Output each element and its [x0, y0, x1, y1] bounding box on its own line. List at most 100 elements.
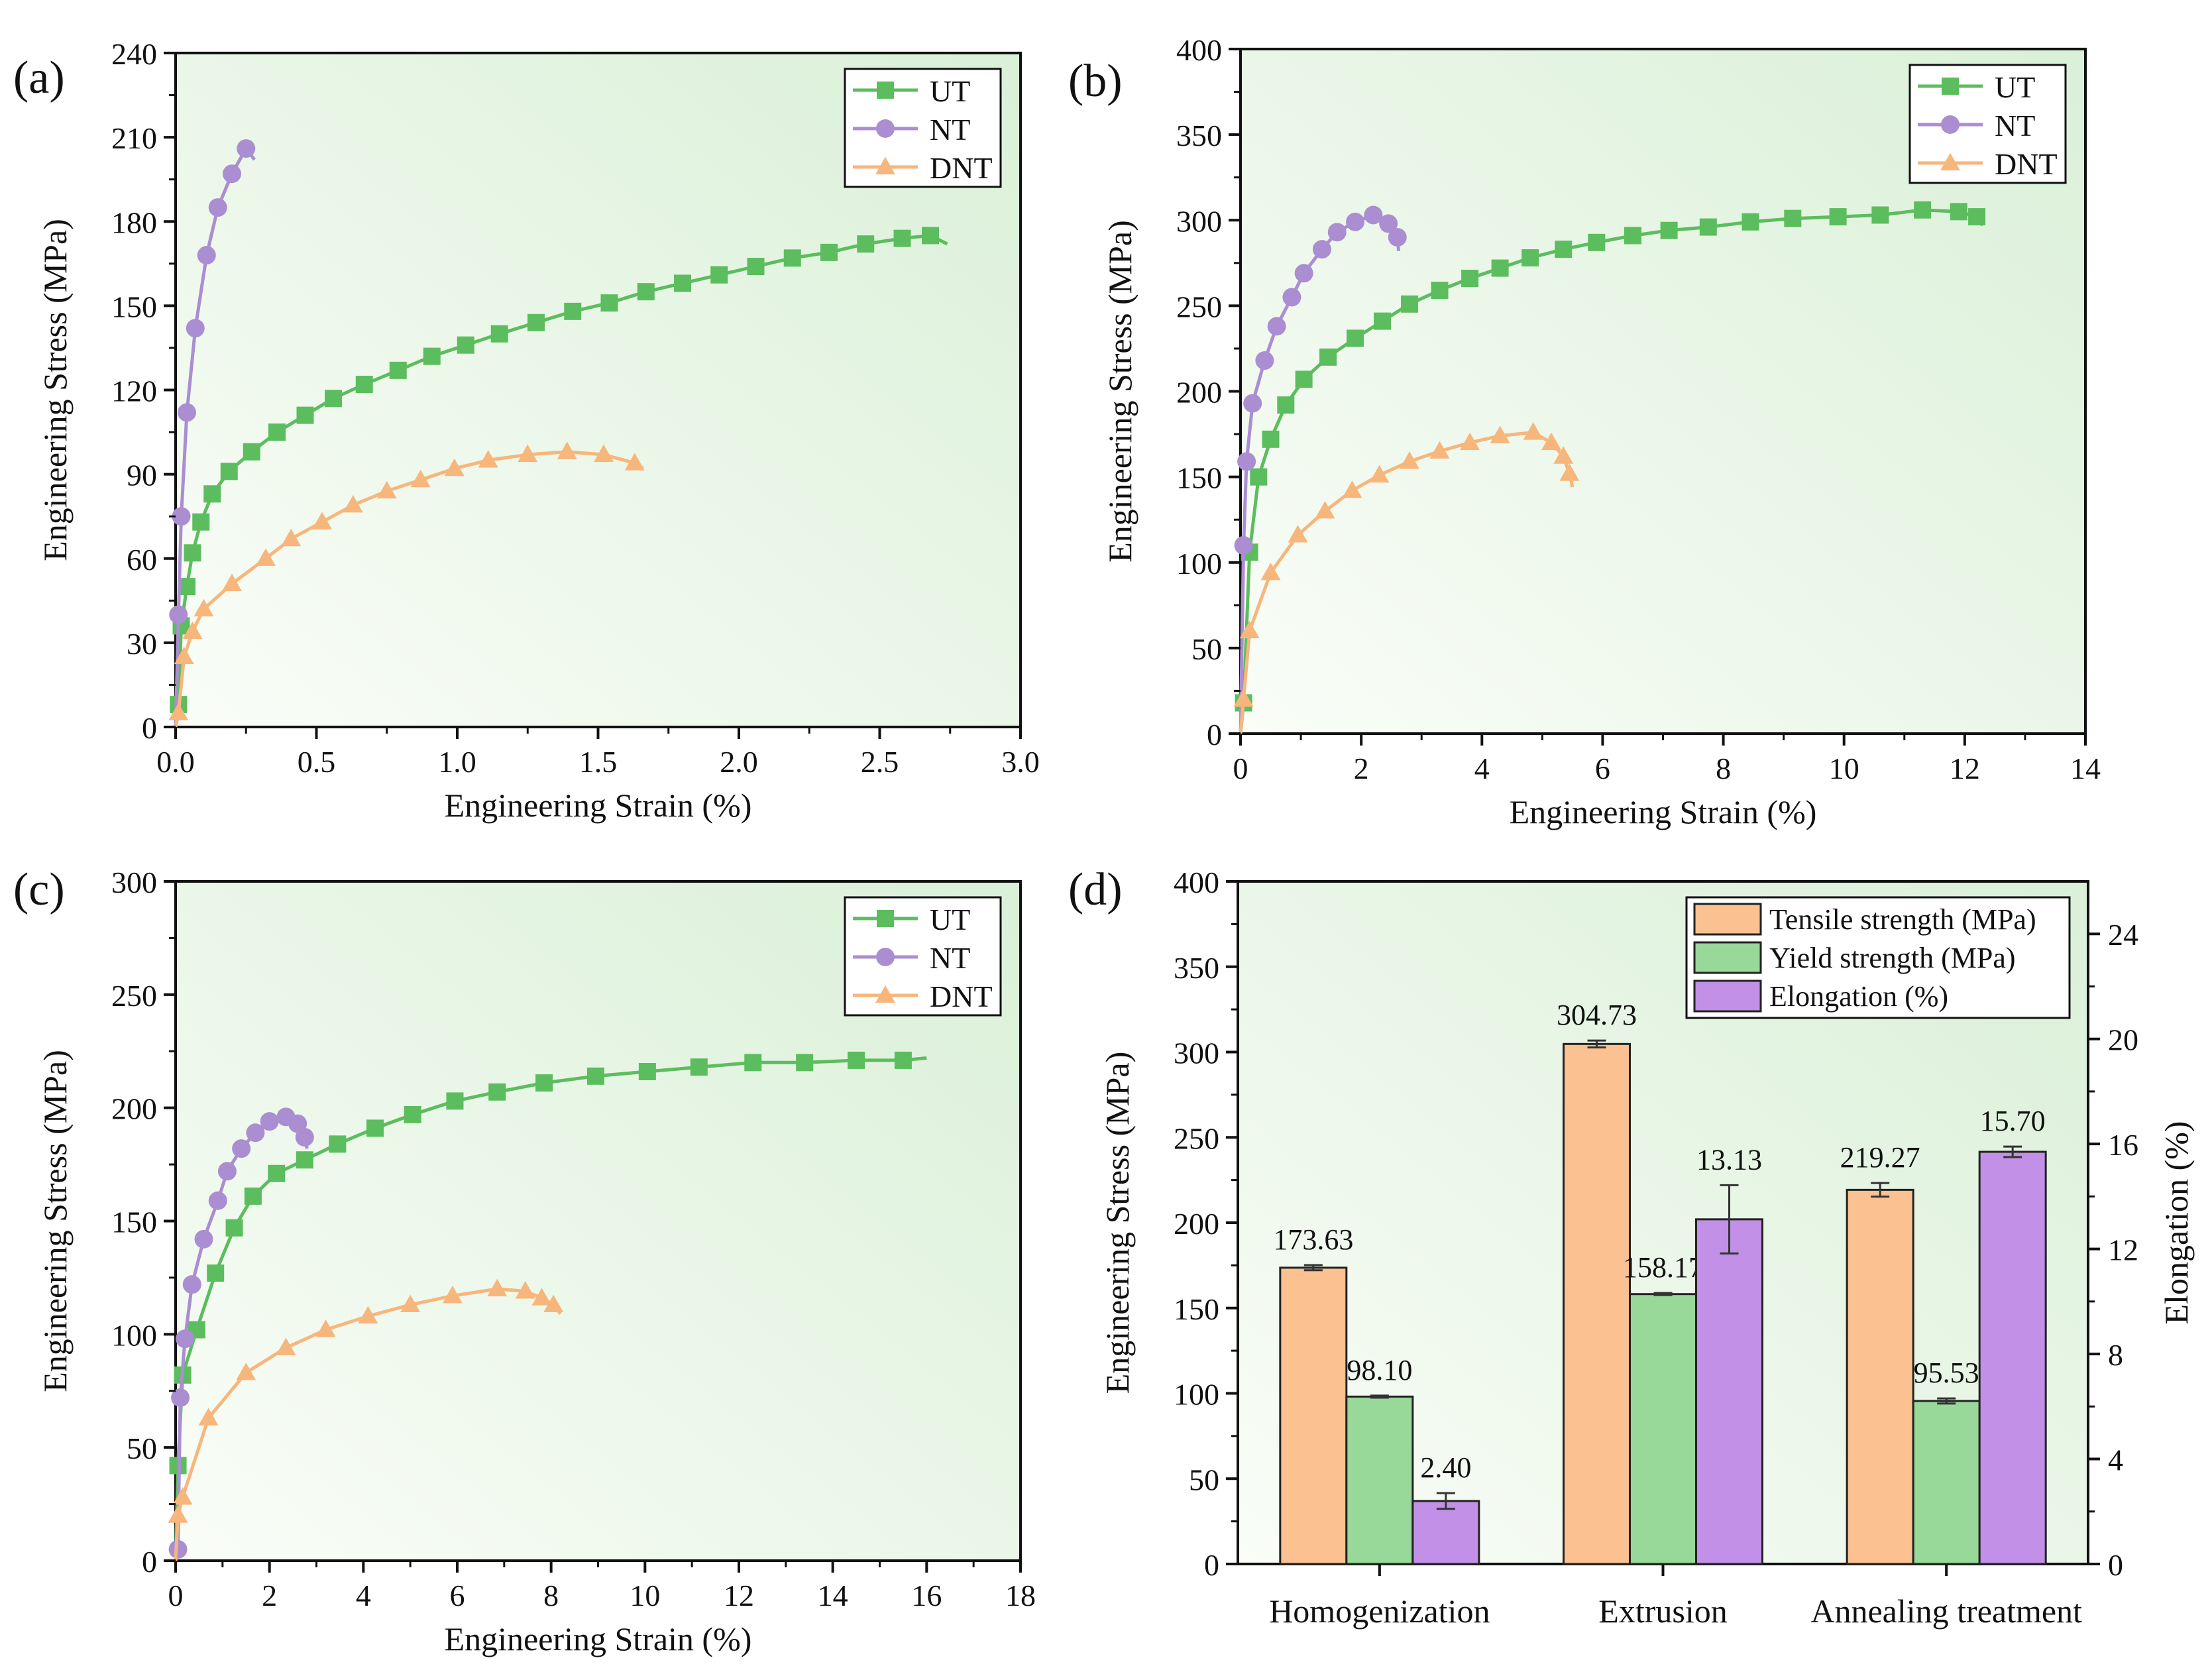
data-point-nt — [178, 403, 196, 422]
y-tick-label: 0 — [1204, 1548, 1219, 1582]
x-tick-label: 18 — [1005, 1579, 1036, 1612]
legend-label-ut: UT — [930, 903, 970, 936]
data-point-ut — [922, 227, 939, 245]
x-tick-label: 4 — [1474, 752, 1490, 785]
y-tick-label: 210 — [111, 121, 157, 155]
y-right-axis-label: Elongation (%) — [2158, 1121, 2195, 1325]
legend-swatch-tensile — [1693, 903, 1762, 936]
data-point-ut — [638, 1063, 656, 1080]
data-point-nt — [1243, 394, 1262, 413]
y-right-tick-label: 16 — [2108, 1128, 2138, 1162]
bar-yield — [1629, 1293, 1697, 1565]
data-point-ut — [1829, 208, 1847, 226]
x-tick-label: 12 — [724, 1579, 754, 1612]
data-point-nt — [1267, 317, 1286, 336]
series-line-nt — [174, 146, 256, 728]
data-point-dnt — [557, 441, 577, 459]
data-point-ut — [1588, 233, 1606, 251]
data-point-nt — [232, 1139, 251, 1158]
panel-label: (c) — [13, 864, 65, 915]
data-point-dnt — [543, 1294, 564, 1313]
panel-label: (a) — [13, 52, 65, 103]
x-tick-label: 12 — [1950, 752, 1980, 785]
data-point-ut — [490, 325, 508, 343]
data-point-nt — [1312, 240, 1331, 259]
x-tick-label: 10 — [1829, 752, 1859, 785]
data-label: 2.40 — [1420, 1451, 1471, 1484]
data-point-ut — [747, 258, 765, 276]
data-point-nt — [295, 1128, 314, 1147]
x-tick-label: Homogenization — [1269, 1592, 1490, 1630]
data-point-ut — [220, 463, 238, 480]
data-point-ut — [1555, 241, 1573, 258]
data-point-nt — [1234, 535, 1253, 555]
data-point-dnt — [182, 621, 203, 640]
data-point-dnt — [198, 1408, 219, 1425]
bar-tensile — [1563, 1042, 1631, 1565]
data-point-dnt — [358, 1306, 378, 1324]
data-point-dnt — [442, 1285, 463, 1304]
y-tick-label: 50 — [1191, 632, 1222, 666]
y-tick-label: 90 — [127, 459, 157, 492]
data-point-ut — [1461, 270, 1479, 288]
data-point-ut — [744, 1054, 762, 1072]
x-tick-label: 10 — [630, 1579, 660, 1612]
data-point-ut — [1699, 218, 1717, 236]
x-tick-label: 6 — [1595, 752, 1610, 785]
data-point-ut — [690, 1058, 708, 1076]
data-point-dnt — [487, 1278, 508, 1297]
x-tick-label: 2 — [1354, 752, 1369, 785]
legend-swatch-elongation — [1693, 979, 1762, 1013]
y-tick-label: 100 — [1176, 547, 1222, 581]
data-point-ut — [329, 1135, 347, 1153]
data-point-ut — [423, 347, 441, 365]
y-right-tick-label: 4 — [2108, 1443, 2123, 1477]
data-point-ut — [637, 283, 655, 301]
data-point-dnt — [1523, 422, 1543, 440]
data-point-ut — [1950, 203, 1967, 221]
data-point-nt — [1346, 212, 1365, 231]
data-point-dnt — [194, 598, 214, 617]
data-point-dnt — [1260, 562, 1281, 581]
data-point-dnt — [1315, 500, 1335, 519]
data-point-nt — [168, 1539, 188, 1559]
series-line-ut — [1239, 208, 1985, 734]
data-point-ut — [893, 229, 911, 247]
x-tick-label: 2 — [262, 1579, 277, 1612]
data-point-ut — [192, 513, 210, 531]
data-point-dnt — [400, 1294, 421, 1313]
data-point-ut — [355, 376, 373, 394]
x-tick-label: 16 — [911, 1579, 942, 1612]
data-point-dnt — [256, 548, 276, 566]
legend-marker-ut — [1942, 78, 1959, 95]
y-tick-label: 200 — [1174, 1207, 1219, 1241]
data-point-ut — [783, 249, 801, 267]
x-tick-label: 2.5 — [861, 745, 899, 779]
legend-marker-dnt — [875, 156, 895, 175]
data-point-nt — [176, 1329, 195, 1349]
data-point-dnt — [168, 1505, 188, 1523]
data-point-ut — [203, 485, 221, 503]
data-point-ut — [243, 443, 260, 461]
y-tick-label: 250 — [111, 979, 157, 1013]
data-point-dnt — [1369, 465, 1390, 483]
data-point-nt — [1388, 228, 1407, 247]
data-point-dnt — [281, 528, 302, 547]
data-point-dnt — [343, 494, 363, 513]
data-point-ut — [564, 302, 582, 320]
data-point-dnt — [222, 573, 242, 592]
data-point-ut — [268, 423, 286, 441]
data-point-dnt — [531, 1288, 552, 1306]
data-label: 173.63 — [1273, 1223, 1353, 1256]
x-tick-label: 0 — [1233, 752, 1248, 785]
data-point-dnt — [172, 1487, 193, 1505]
x-tick-label: 4 — [356, 1579, 371, 1612]
y-tick-label: 200 — [1176, 376, 1222, 410]
data-point-nt — [172, 507, 191, 526]
x-tick-label: 3.0 — [1001, 745, 1040, 779]
legend-marker-ut — [877, 910, 894, 927]
data-point-nt — [217, 1162, 237, 1181]
